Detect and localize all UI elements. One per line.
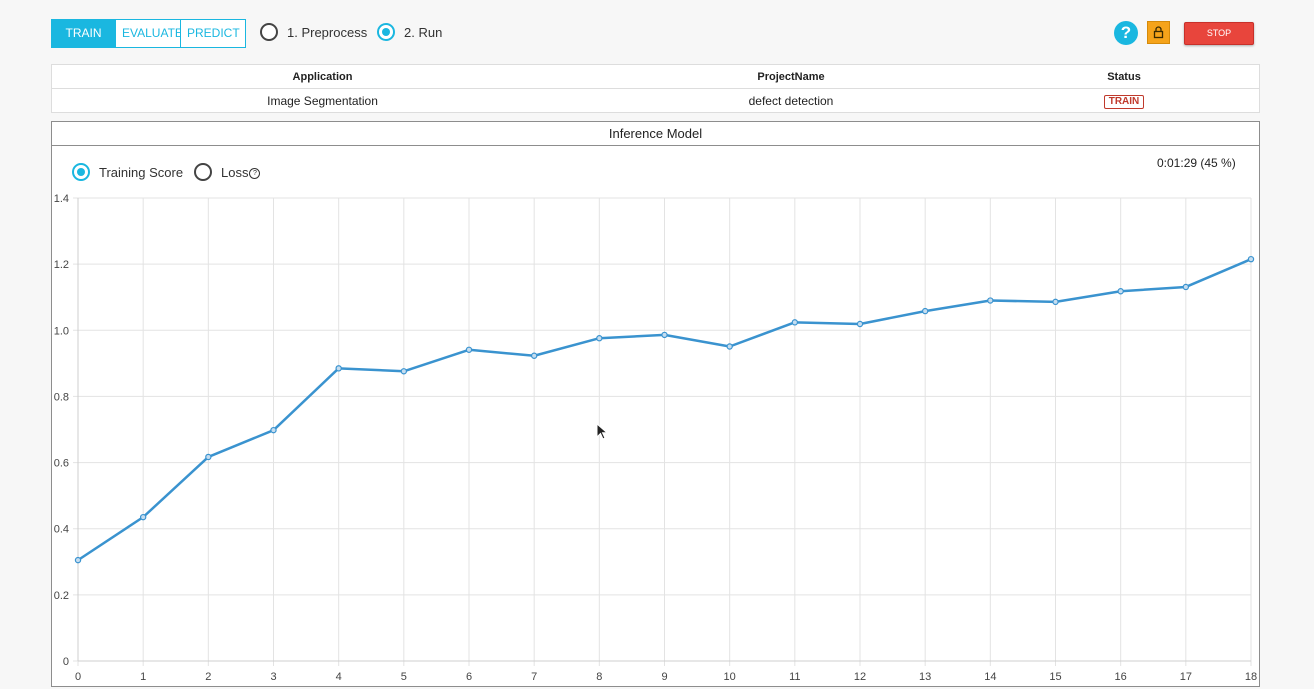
cell-application: Image Segmentation xyxy=(51,88,593,113)
lock-icon xyxy=(1153,26,1164,39)
table-row: Image Segmentation defect detection TRAI… xyxy=(51,88,1260,113)
data-point xyxy=(465,346,473,353)
x-tick-label: 8 xyxy=(596,671,602,683)
tab-predict[interactable]: PREDICT xyxy=(181,19,246,48)
header-projectname: ProjectName xyxy=(593,64,989,89)
data-point xyxy=(400,368,408,375)
data-point xyxy=(530,352,538,359)
step-preprocess-radio[interactable]: 1. Preprocess xyxy=(260,23,367,41)
radio-unchecked-icon xyxy=(260,23,278,41)
data-point xyxy=(335,365,342,372)
tab-train[interactable]: TRAIN xyxy=(51,19,116,48)
data-point xyxy=(921,307,929,315)
radio-checked-icon xyxy=(72,163,90,181)
tab-evaluate[interactable]: EVALUATE xyxy=(116,19,183,48)
x-tick-label: 17 xyxy=(1180,671,1192,683)
header-status: Status xyxy=(989,64,1260,89)
mode-tabs: TRAIN EVALUATE PREDICT xyxy=(51,19,246,48)
x-tick-label: 6 xyxy=(466,671,472,683)
x-tick-label: 5 xyxy=(401,671,407,683)
metric-loss-radio[interactable]: Loss? xyxy=(194,163,261,181)
y-tick-label: 1.0 xyxy=(54,325,69,337)
metric-loss-label: Loss? xyxy=(221,164,261,180)
x-tick-label: 11 xyxy=(789,671,800,683)
y-tick-label: 1.4 xyxy=(54,193,69,205)
y-tick-label: 1.2 xyxy=(54,259,69,271)
data-point xyxy=(74,556,82,564)
radio-checked-icon xyxy=(377,23,395,41)
step-run-radio[interactable]: 2. Run xyxy=(377,23,442,41)
x-tick-label: 18 xyxy=(1245,671,1257,683)
question-mark-icon[interactable]: ? xyxy=(249,167,261,179)
status-badge: TRAIN xyxy=(1103,94,1145,109)
panel-title: Inference Model xyxy=(52,122,1259,146)
data-point xyxy=(270,426,277,434)
inference-model-panel: Inference Model xyxy=(51,121,1260,687)
x-tick-label: 12 xyxy=(854,671,866,683)
stop-button[interactable]: STOP xyxy=(1184,22,1254,45)
x-tick-label: 16 xyxy=(1115,671,1127,683)
x-tick-label: 13 xyxy=(919,671,931,683)
x-tick-label: 1 xyxy=(140,671,146,683)
data-point xyxy=(791,319,799,326)
x-tick-label: 3 xyxy=(270,671,276,683)
data-point xyxy=(1182,283,1190,291)
x-tick-label: 10 xyxy=(724,671,736,683)
lock-button[interactable] xyxy=(1147,21,1170,44)
x-tick-label: 15 xyxy=(1049,671,1061,683)
table-header-row: Application ProjectName Status xyxy=(51,64,1260,89)
toolbar: TRAIN EVALUATE PREDICT 1. Preprocess 2. … xyxy=(51,19,1254,48)
metric-loss-text: Loss xyxy=(221,164,249,180)
y-tick-label: 0 xyxy=(63,656,69,668)
metric-training-score-radio[interactable]: Training Score xyxy=(72,163,183,181)
training-score-chart: 0 1 2 3 4 5 6 7 8 9 10 11 12 13 14 15 16 17 1800.20.40.60.… xyxy=(54,193,1257,683)
data-point xyxy=(205,453,212,461)
y-tick-label: 0.8 xyxy=(54,391,69,403)
help-button[interactable]: ? xyxy=(1114,21,1138,45)
radio-unchecked-icon xyxy=(194,163,212,181)
data-point xyxy=(1247,255,1255,263)
header-application: Application xyxy=(51,64,593,89)
project-info-table: Application ProjectName Status Image Seg… xyxy=(51,64,1260,113)
training-progress: 0:01:29 (45 %) xyxy=(1157,156,1236,170)
y-tick-label: 0.4 xyxy=(54,524,69,536)
data-point xyxy=(856,320,864,328)
data-point xyxy=(596,335,603,342)
x-tick-label: 9 xyxy=(661,671,667,683)
metric-training-score-label: Training Score xyxy=(99,164,184,180)
mouse-cursor-icon xyxy=(596,423,608,440)
x-tick-label: 2 xyxy=(205,671,211,683)
data-point xyxy=(661,331,668,339)
x-tick-label: 4 xyxy=(336,671,342,683)
data-point xyxy=(1052,298,1059,306)
data-point xyxy=(139,513,147,521)
x-tick-label: 0 xyxy=(75,671,81,683)
cell-status: TRAIN xyxy=(989,88,1260,113)
x-tick-label: 7 xyxy=(531,671,537,683)
y-tick-label: 0.6 xyxy=(54,458,69,470)
data-point xyxy=(1117,288,1124,295)
x-tick-label: 14 xyxy=(984,671,996,683)
y-tick-label: 0.2 xyxy=(54,590,69,602)
step-run-label: 2. Run xyxy=(404,24,443,40)
cell-project: defect detection xyxy=(593,88,989,113)
data-point xyxy=(987,297,994,304)
step-preprocess-label: 1. Preprocess xyxy=(287,24,368,40)
data-point xyxy=(726,343,733,350)
